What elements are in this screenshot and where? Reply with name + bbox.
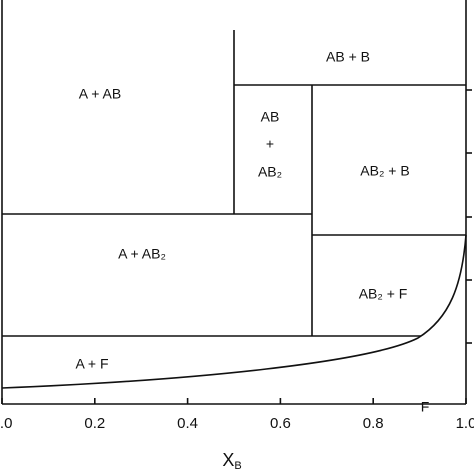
region-label: AB₂ + B (360, 163, 409, 179)
phase-boundaries (1, 30, 467, 389)
region-label: + (266, 136, 274, 152)
x-tick-labels: 0.0 0.2 0.4 0.6 0.8 1.0 (0, 398, 474, 432)
frame (1, 0, 472, 405)
x-tick-label: 0.2 (84, 415, 105, 432)
liquidus-curve (1, 234, 467, 389)
x-tick-label: 1.0 (456, 415, 474, 432)
region-label: A + F (75, 356, 108, 372)
region-label: AB₂ + F (359, 286, 408, 302)
region-label: F (421, 399, 430, 415)
x-tick-label: 0.4 (177, 415, 198, 432)
region-labels: A + AB AB + B AB + AB₂ AB₂ + B A + AB₂ AB₂ + F A… (75, 49, 429, 415)
x-tick-label: 0.0 (0, 415, 12, 432)
x-tick-label: 0.6 (270, 415, 291, 432)
region-label: AB + B (326, 49, 370, 65)
x-tick-label: 0.8 (363, 415, 384, 432)
region-label: A + AB₂ (118, 246, 166, 262)
region-label: AB (261, 109, 280, 125)
region-label: A + AB (79, 86, 121, 102)
x-axis-label: XB (222, 450, 241, 472)
region-label: AB₂ (258, 164, 282, 180)
